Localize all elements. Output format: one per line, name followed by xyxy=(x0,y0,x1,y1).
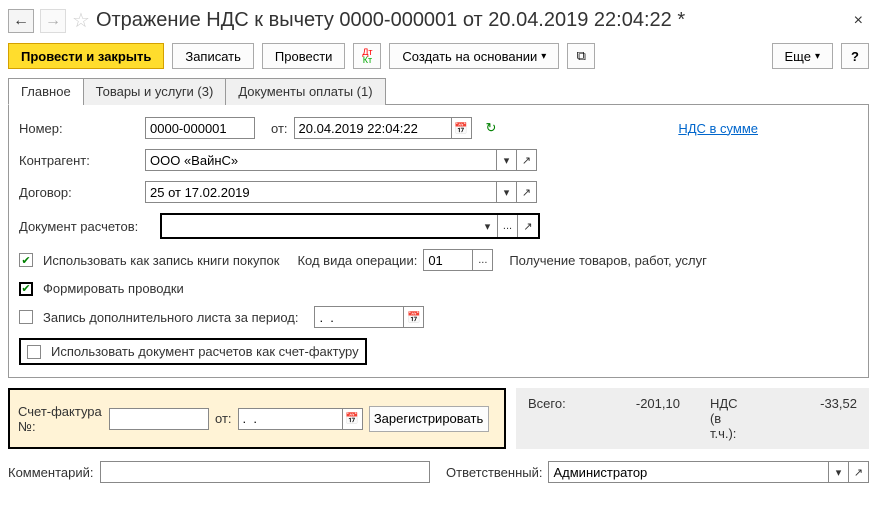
tab-payments[interactable]: Документы оплаты (1) xyxy=(225,78,385,105)
page-title: Отражение НДС к вычету 0000-000001 от 20… xyxy=(96,9,842,32)
op-code-input[interactable] xyxy=(423,249,473,271)
number-input[interactable] xyxy=(145,117,255,139)
refresh-icon[interactable]: ↻ xyxy=(486,120,497,136)
invoice-from-label: от: xyxy=(215,411,232,426)
vat-value: -33,52 xyxy=(820,396,857,411)
register-button[interactable]: Зарегистрировать xyxy=(369,406,489,432)
contract-label: Договор: xyxy=(19,185,139,200)
counterparty-open-icon[interactable]: ↗ xyxy=(517,149,537,171)
nav-back-button[interactable]: ← xyxy=(8,9,34,33)
contract-open-icon[interactable]: ↗ xyxy=(517,181,537,203)
calendar-icon[interactable]: 📅 xyxy=(452,117,472,139)
use-settlement-invoice-checkbox[interactable] xyxy=(27,345,41,359)
use-settlement-invoice-label: Использовать документ расчетов как счет-… xyxy=(51,344,359,359)
form-entries-checkbox[interactable]: ✔ xyxy=(19,282,33,296)
tab-main[interactable]: Главное xyxy=(8,78,84,105)
additional-calendar-icon[interactable]: 📅 xyxy=(404,306,424,328)
structure-button[interactable]: ⧉ xyxy=(567,43,595,69)
contract-dropdown-icon[interactable]: ▾ xyxy=(497,181,517,203)
responsible-dropdown-icon[interactable]: ▾ xyxy=(829,461,849,483)
date-input[interactable] xyxy=(294,117,452,139)
settlement-label: Документ расчетов: xyxy=(19,219,154,234)
contract-input[interactable] xyxy=(145,181,497,203)
settlement-select-icon[interactable]: ... xyxy=(498,215,518,237)
create-based-button[interactable]: Создать на основании xyxy=(389,43,559,69)
comment-label: Комментарий: xyxy=(8,465,94,480)
comment-input[interactable] xyxy=(100,461,431,483)
invoice-calendar-icon[interactable]: 📅 xyxy=(343,408,363,430)
post-and-close-button[interactable]: Провести и закрыть xyxy=(8,43,164,69)
dtkt-button[interactable]: ДтКт xyxy=(353,43,381,69)
invoice-date-input[interactable] xyxy=(238,408,343,430)
help-button[interactable]: ? xyxy=(841,43,869,69)
additional-sheet-label: Запись дополнительного листа за период: xyxy=(43,310,298,325)
responsible-label: Ответственный: xyxy=(446,465,542,480)
invoice-number-input[interactable] xyxy=(109,408,209,430)
counterparty-label: Контрагент: xyxy=(19,153,139,168)
settlement-open-icon[interactable]: ↗ xyxy=(518,215,538,237)
vat-mode-link[interactable]: НДС в сумме xyxy=(678,121,758,136)
favorite-icon[interactable]: ☆ xyxy=(72,8,90,33)
counterparty-input[interactable] xyxy=(145,149,497,171)
settlement-dropdown-icon[interactable]: ▾ xyxy=(478,215,498,237)
additional-sheet-checkbox[interactable] xyxy=(19,310,33,324)
form-entries-label: Формировать проводки xyxy=(43,281,184,296)
settlement-input[interactable] xyxy=(162,215,478,237)
additional-date-input[interactable] xyxy=(314,306,404,328)
op-description: Получение товаров, работ, услуг xyxy=(509,253,707,268)
more-button[interactable]: Еще xyxy=(772,43,833,69)
total-value: -201,10 xyxy=(636,396,680,411)
vat-label: НДС (в т.ч.): xyxy=(710,396,750,441)
responsible-input[interactable] xyxy=(548,461,829,483)
invoice-label: Счет-фактура №: xyxy=(18,404,103,434)
nav-forward-button[interactable]: → xyxy=(40,9,66,33)
op-code-select-icon[interactable]: ... xyxy=(473,249,493,271)
save-button[interactable]: Записать xyxy=(172,43,254,69)
counterparty-dropdown-icon[interactable]: ▾ xyxy=(497,149,517,171)
total-label: Всего: xyxy=(528,396,566,411)
op-code-label: Код вида операции: xyxy=(297,253,417,268)
responsible-open-icon[interactable]: ↗ xyxy=(849,461,869,483)
close-button[interactable]: × xyxy=(848,12,869,30)
from-label: от: xyxy=(271,121,288,136)
tab-goods[interactable]: Товары и услуги (3) xyxy=(83,78,227,105)
number-label: Номер: xyxy=(19,121,139,136)
purchase-book-label: Использовать как запись книги покупок xyxy=(43,253,279,268)
post-button[interactable]: Провести xyxy=(262,43,346,69)
purchase-book-checkbox[interactable]: ✔ xyxy=(19,253,33,267)
